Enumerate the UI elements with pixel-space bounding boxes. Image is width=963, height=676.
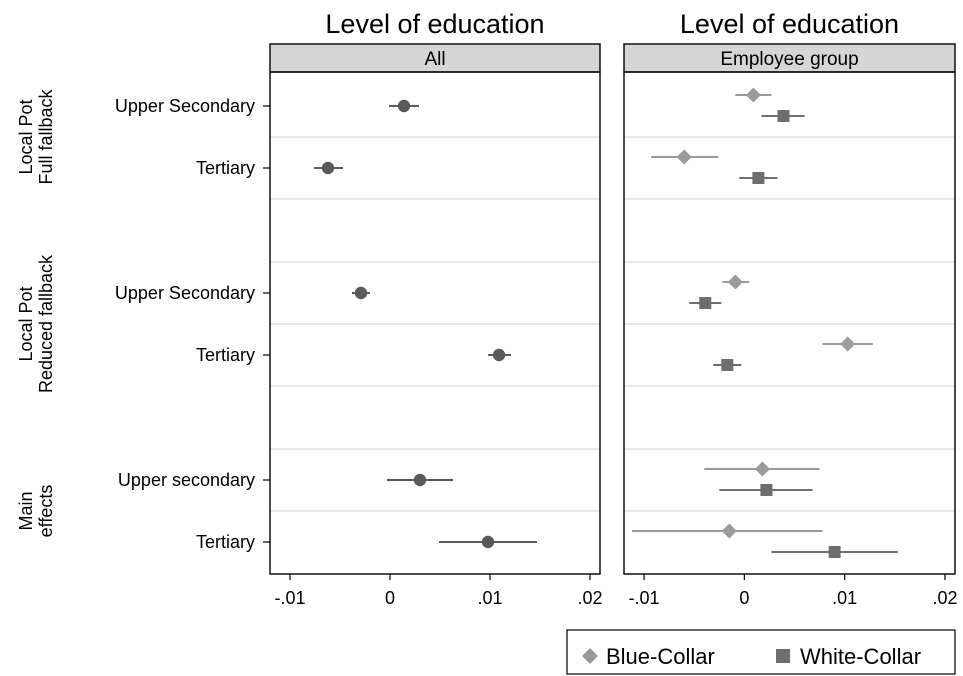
legend: Blue-Collar White-Collar — [566, 629, 956, 675]
point-estimate — [413, 473, 427, 487]
point-estimate — [754, 461, 770, 477]
x-tick-label: .01 — [477, 588, 502, 608]
point-estimate — [676, 149, 692, 165]
legend-label: Blue-Collar — [606, 644, 715, 669]
group-label-line: Full fallback — [36, 88, 56, 184]
point-estimate — [721, 359, 734, 371]
point-estimate — [481, 535, 495, 549]
group-label-line: Local Pot — [16, 99, 36, 174]
group-label: Local Pot Reduced fallback — [16, 254, 56, 393]
panel-1: Level of education All -.01 0 .01 .02 — [269, 9, 603, 608]
x-tick-label: -.01 — [274, 588, 305, 608]
group-label-line: Reduced fallback — [36, 254, 56, 393]
point-estimate — [840, 336, 856, 352]
point-estimate — [354, 286, 368, 300]
panel-strip-label: All — [424, 49, 445, 70]
point-estimate — [721, 523, 737, 539]
y-axis-labels: Upper Secondary Tertiary Upper Secondary Te… — [16, 88, 270, 552]
row-label: Upper Secondary — [115, 96, 255, 116]
group-label: Local Pot Full fallback — [16, 88, 56, 184]
group-label-line: effects — [36, 485, 56, 538]
point-estimate — [760, 484, 773, 496]
legend-label: White-Collar — [800, 644, 921, 669]
panel-strip-label: Employee group — [720, 49, 858, 70]
legend-box — [566, 629, 956, 675]
point-estimate — [727, 274, 743, 290]
panel-strip — [269, 43, 601, 73]
point-estimate — [828, 546, 841, 558]
row-label: Tertiary — [196, 532, 255, 552]
panel-title: Level of education — [325, 9, 544, 39]
x-tick-label: .02 — [577, 588, 602, 608]
x-tick-label: .01 — [832, 588, 857, 608]
x-tick-label: .02 — [932, 588, 957, 608]
group-label: Main effects — [16, 485, 56, 538]
row-label: Tertiary — [196, 345, 255, 365]
row-label: Upper Secondary — [115, 283, 255, 303]
point-estimate — [752, 172, 765, 184]
point-estimate — [699, 297, 712, 309]
x-tick-label: 0 — [385, 588, 395, 608]
point-estimate — [492, 348, 506, 362]
point-estimate — [777, 110, 790, 122]
legend-marker-square — [776, 649, 790, 663]
plot-frame — [269, 71, 601, 575]
row-label: Tertiary — [196, 158, 255, 178]
row-label: Upper secondary — [118, 470, 255, 490]
legend-marker-diamond — [582, 648, 598, 664]
panel-strip — [623, 43, 956, 73]
group-label-line: Main — [16, 491, 36, 530]
point-estimate — [745, 87, 761, 103]
panel-title: Level of education — [680, 9, 899, 39]
x-tick-label: -.01 — [629, 588, 660, 608]
group-label-line: Local Pot — [16, 286, 36, 361]
point-estimate — [397, 99, 411, 113]
x-tick-label: 0 — [739, 588, 749, 608]
point-estimate — [321, 161, 335, 175]
plot-frame — [623, 71, 956, 575]
panel-2: Level of education Employee group -.01 0 .01… — [623, 9, 957, 608]
